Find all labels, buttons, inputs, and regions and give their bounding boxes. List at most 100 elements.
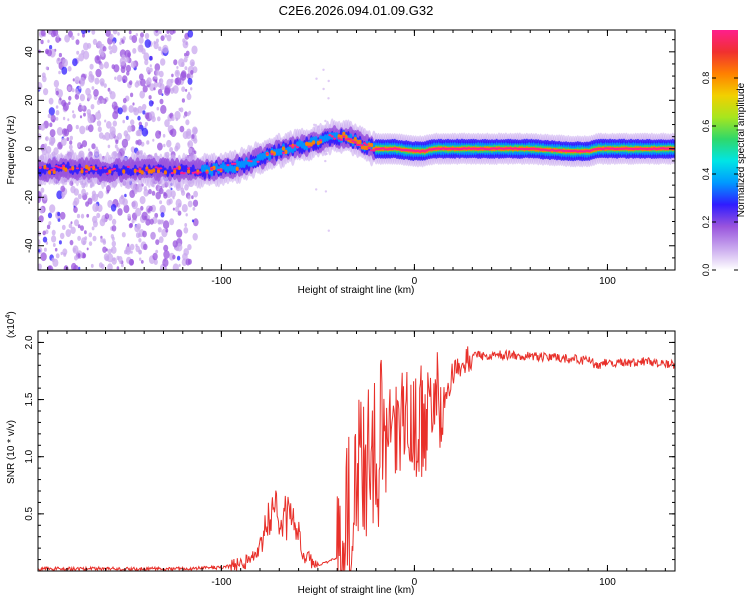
heatmap-speckle: [165, 228, 169, 233]
heatmap-speckle: [38, 82, 43, 91]
heatmap-speckle: [122, 119, 125, 124]
heatmap-speckle: [186, 93, 192, 101]
heatmap-speckle: [148, 95, 152, 100]
heatmap-speckle: [55, 253, 60, 259]
heatmap-speckle: [40, 252, 47, 262]
heatmap-speckle: [45, 48, 49, 55]
heatmap-speckle: [164, 266, 168, 270]
heatmap-speckle: [185, 258, 191, 266]
heatmap-speckle: [166, 78, 173, 88]
heatmap-speckle: [176, 229, 183, 238]
heatmap-speckle: [70, 185, 76, 194]
heatmap-speckle: [55, 105, 59, 109]
heatmap-speckle: [68, 223, 73, 229]
heatmap-speckle: [133, 189, 138, 195]
heatmap-speckle: [133, 107, 140, 116]
heatmap-speckle: [59, 211, 66, 220]
heatmap-speckle: [159, 200, 163, 205]
heatmap-ridge-cell: [272, 151, 276, 156]
heatmap-speckle: [155, 30, 159, 33]
heatmap-speckle: [193, 218, 199, 227]
heatmap-speckle: [38, 239, 41, 246]
heatmap-speckle: [149, 67, 153, 73]
colorbar-tick-label: 0.0: [701, 264, 711, 277]
heatmap-ridge-cell: [145, 169, 149, 172]
heatmap-ridge-cell: [187, 169, 191, 174]
heatmap-ridge-cell: [532, 147, 536, 150]
heatmap-y-tick-label: 20: [24, 94, 35, 106]
heatmap-speckle: [166, 30, 170, 34]
heatmap-ridge-cell: [193, 171, 198, 174]
heatmap-speckle: [142, 103, 147, 111]
heatmap-speckle: [38, 215, 44, 223]
heatmap-ridge-cell: [254, 158, 258, 166]
heatmap-speckle: [95, 205, 99, 211]
heatmap-ridge-cell: [298, 139, 302, 148]
heatmap-speckle: [45, 229, 49, 235]
heatmap-speckle: [143, 243, 148, 251]
heatmap-speckle: [75, 39, 80, 45]
heatmap-speckle: [137, 115, 141, 121]
heatmap-speckle: [72, 247, 76, 253]
heatmap-speckle: [137, 139, 142, 146]
heatmap-speckle: [81, 105, 85, 110]
heatmap-x-tick-label: 100: [599, 276, 616, 287]
heatmap-speckle: [193, 127, 198, 134]
heatmap-ridge-cell: [471, 147, 476, 150]
heatmap-speckle: [42, 236, 48, 243]
heatmap-ridge-cell: [295, 146, 299, 149]
heatmap-speckle: [116, 74, 123, 82]
heatmap-ridge-cell: [293, 144, 297, 147]
heatmap-speckle: [117, 256, 123, 263]
heatmap-speckle: [166, 139, 172, 148]
heatmap-speckle: [104, 213, 110, 220]
heatmap-speckle: [105, 30, 111, 37]
heatmap-ridge-cell: [617, 147, 622, 150]
heatmap-ridge-cell: [439, 147, 443, 151]
heatmap-speckle: [144, 215, 148, 220]
heatmap-ridge-cell: [61, 164, 66, 167]
heatmap-speckle: [64, 34, 70, 43]
heatmap-ridge-cell: [210, 167, 214, 170]
heatmap-speckle: [40, 30, 46, 37]
heatmap-speckle: [112, 102, 115, 105]
heatmap-ridge-cell: [256, 160, 260, 163]
heatmap-speckle: [172, 240, 178, 248]
snr-plot-area: [38, 331, 675, 571]
heatmap-speckle: [74, 255, 78, 261]
snr-series-line: [38, 346, 675, 571]
heatmap-ridge-cell: [152, 168, 156, 173]
heatmap-speckle: [158, 78, 164, 85]
heatmap-ridge-cell: [64, 167, 68, 172]
heatmap-speckle: [71, 35, 75, 40]
heatmap-ridge-cell: [182, 165, 186, 173]
heatmap-speckle: [155, 69, 160, 76]
heatmap-speckle: [191, 134, 195, 139]
heatmap-speckle: [96, 120, 102, 127]
heatmap-speckle: [102, 246, 107, 253]
heatmap-speckle: [315, 77, 318, 80]
heatmap-speckle: [114, 144, 118, 149]
heatmap-speckle: [160, 104, 167, 114]
heatmap-speckle: [184, 111, 188, 117]
heatmap-ridge-cell: [358, 144, 362, 147]
heatmap-speckle: [162, 44, 169, 54]
heatmap-speckle: [92, 235, 97, 242]
heatmap-speckle: [100, 51, 105, 57]
heatmap-speckle: [62, 58, 68, 68]
heatmap-speckle: [324, 119, 327, 123]
heatmap-speckle: [153, 81, 159, 88]
heatmap-ridge-cell: [98, 168, 103, 177]
heatmap-ridge-cell: [136, 169, 140, 172]
heatmap-speckle: [58, 240, 62, 245]
heatmap-speckle: [159, 204, 166, 214]
heatmap-speckle: [146, 66, 151, 73]
heatmap-speckle: [154, 75, 158, 80]
heatmap-speckle: [172, 207, 175, 211]
heatmap-speckle: [170, 190, 176, 198]
heatmap-speckle: [128, 30, 132, 35]
heatmap-speckle: [131, 200, 138, 210]
heatmap-speckle: [127, 125, 133, 133]
heatmap-speckle: [149, 218, 154, 225]
